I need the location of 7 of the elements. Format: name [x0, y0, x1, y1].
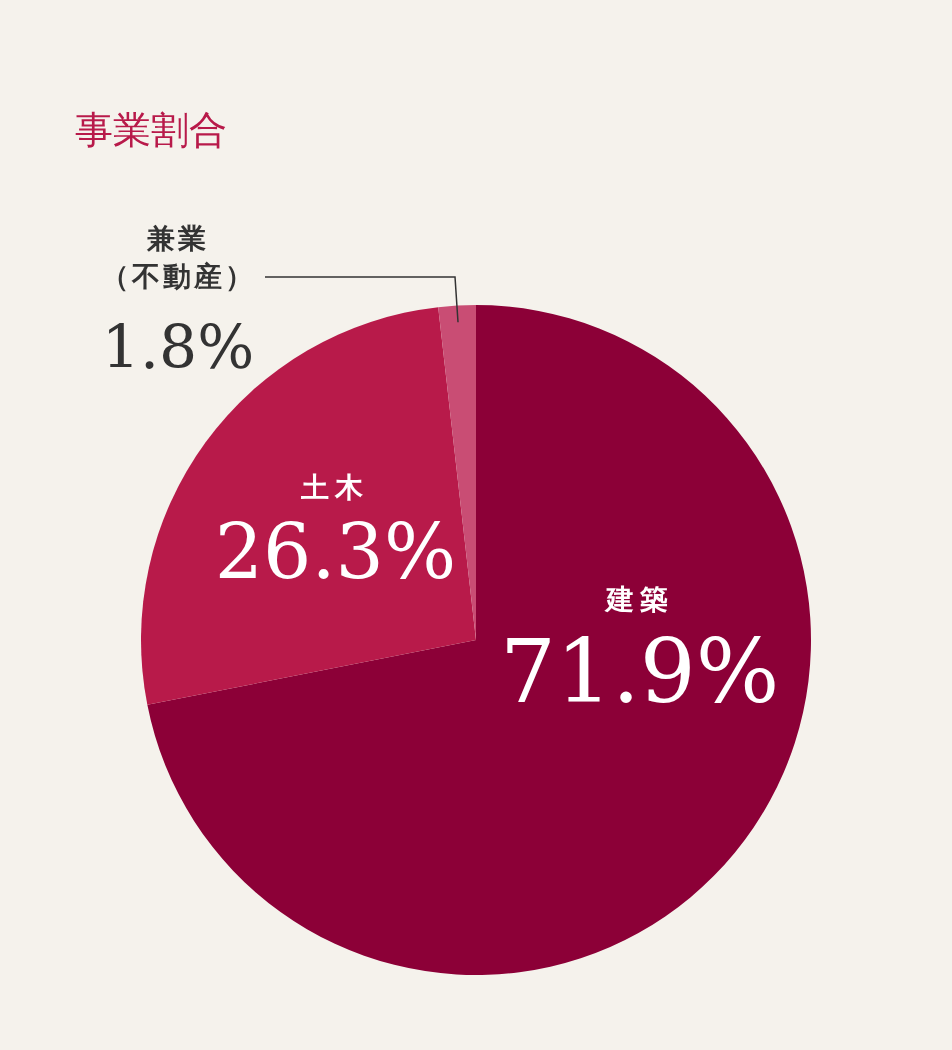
chart-title: 事業割合	[75, 108, 227, 152]
data-label: 1.8%	[101, 312, 255, 382]
data-label: 26.3%	[214, 507, 457, 597]
slice-label: 土木	[300, 471, 370, 505]
slice-label: 兼業（不動産）	[100, 222, 256, 293]
data-label: 71.9%	[499, 620, 780, 724]
slice-label: 建築	[603, 583, 674, 617]
